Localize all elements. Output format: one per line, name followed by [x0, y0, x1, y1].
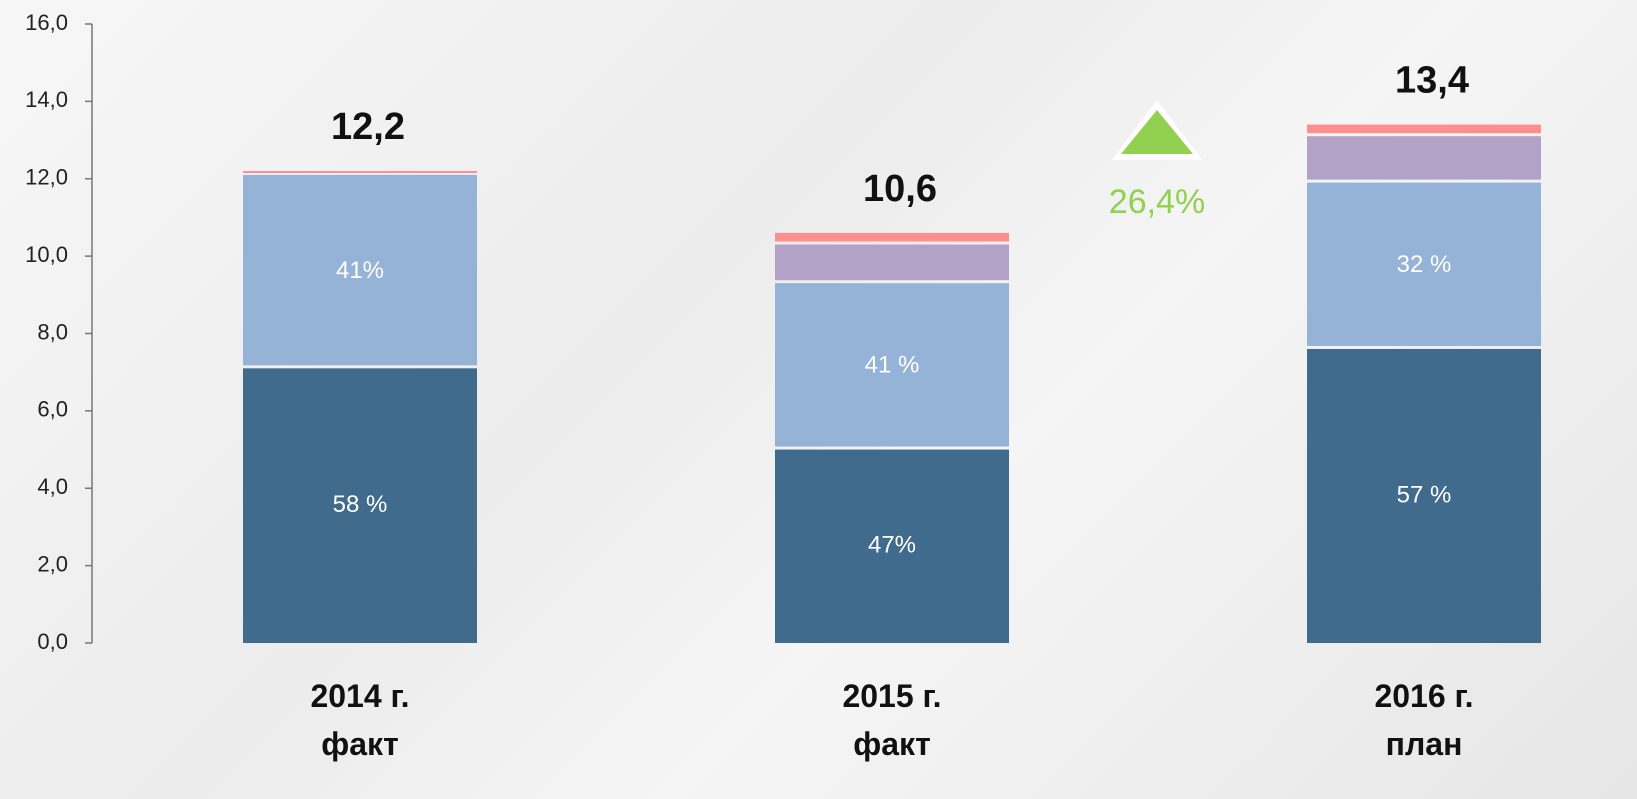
y-tick-label: 4,0 — [37, 474, 68, 499]
increase-arrow — [1121, 110, 1193, 154]
total-label: 12,2 — [331, 106, 405, 148]
segment-label: 47% — [868, 532, 916, 559]
y-tick-label: 6,0 — [37, 397, 68, 422]
y-tick-label: 0,0 — [37, 629, 68, 654]
total-label: 13,4 — [1395, 60, 1469, 102]
y-tick-label: 2,0 — [37, 551, 68, 576]
y-tick-label: 16,0 — [25, 10, 68, 35]
segment-label: 41% — [336, 257, 384, 284]
x-tick-label: 2016 г. план — [1374, 678, 1474, 762]
y-tick-label: 8,0 — [37, 319, 68, 344]
y-tick-label: 14,0 — [25, 87, 68, 112]
bar-segment — [775, 449, 1009, 643]
bar-segment — [1307, 124, 1541, 134]
bar-segment — [243, 174, 477, 366]
x-tick-label: 2015 г. факт — [842, 678, 942, 762]
bar-segment — [243, 171, 477, 174]
total-label: 10,6 — [863, 168, 937, 210]
bar-segment — [775, 244, 1009, 281]
y-tick-label: 10,0 — [25, 242, 68, 267]
bar-segment — [1307, 348, 1541, 643]
bar-segment — [243, 368, 477, 643]
segment-label: 32 % — [1397, 251, 1452, 278]
segment-label: 57 % — [1397, 481, 1452, 508]
segment-label: 41 % — [865, 352, 920, 379]
segment-label: 58 % — [333, 491, 388, 518]
bar-segment — [775, 283, 1009, 447]
bar-segment — [1307, 136, 1541, 180]
y-tick-label: 12,0 — [25, 165, 68, 190]
bar-segment — [1307, 182, 1541, 346]
bar-segment — [775, 232, 1009, 242]
annotation-label: 26,4% — [1109, 183, 1205, 221]
x-tick-label: 2014 г. факт — [310, 678, 410, 762]
